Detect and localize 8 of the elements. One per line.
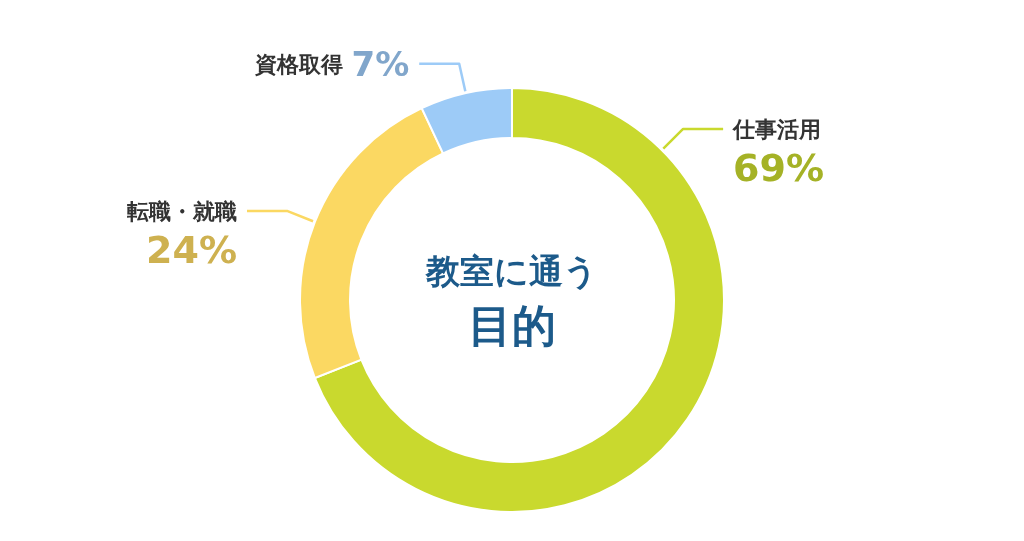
- data-label: 69%: [733, 145, 825, 190]
- slice-label: 仕事活用: [732, 116, 822, 142]
- data-label: 24%: [146, 227, 237, 272]
- slice-label: 資格取得: [254, 51, 344, 77]
- slice-label: 転職・就職: [126, 198, 237, 224]
- text: 目的: [468, 300, 556, 351]
- data-label: 7%: [351, 43, 410, 84]
- text: 教室に通う: [425, 251, 598, 291]
